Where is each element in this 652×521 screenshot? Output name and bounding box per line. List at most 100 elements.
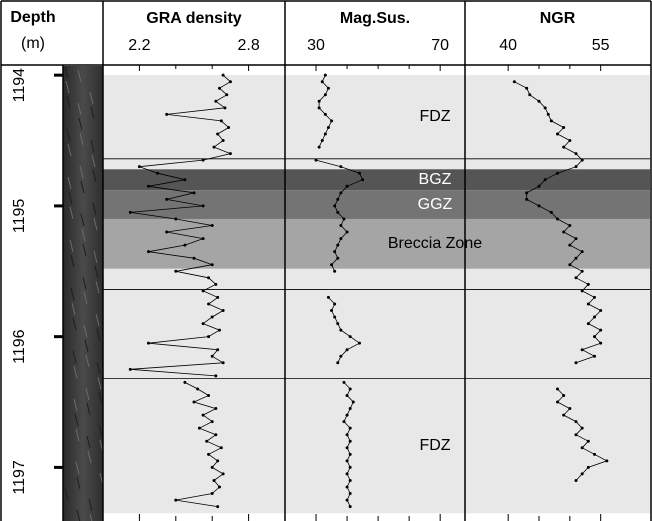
data-point xyxy=(333,302,337,306)
core-streak xyxy=(68,191,73,205)
data-point xyxy=(323,112,327,116)
data-point xyxy=(183,243,187,247)
data-point xyxy=(593,452,596,456)
data-point xyxy=(345,472,349,476)
data-point xyxy=(326,125,330,129)
data-point xyxy=(214,374,218,378)
data-point xyxy=(345,393,349,397)
data-point xyxy=(320,80,324,84)
data-point xyxy=(357,171,361,175)
data-point xyxy=(580,472,584,476)
x-tick-label: 70 xyxy=(431,37,449,54)
data-point xyxy=(549,210,553,214)
core-streak xyxy=(79,132,84,146)
depth-title: Depth xyxy=(10,9,55,26)
data-point xyxy=(207,335,211,339)
data-point xyxy=(345,433,349,437)
log-line xyxy=(315,75,364,507)
core-streak xyxy=(95,280,100,294)
data-point xyxy=(165,112,169,116)
zone xyxy=(103,218,650,269)
core-streak xyxy=(70,287,75,301)
data-point xyxy=(599,341,603,345)
data-point xyxy=(201,289,205,293)
data-point xyxy=(317,145,321,149)
core-streak xyxy=(69,206,74,220)
data-point xyxy=(605,459,609,463)
data-point xyxy=(339,224,343,228)
data-point xyxy=(336,197,340,201)
data-point xyxy=(345,498,349,502)
data-point xyxy=(525,86,529,90)
data-point xyxy=(568,243,572,247)
core-streak xyxy=(90,106,95,120)
data-point xyxy=(128,367,132,371)
core-streak xyxy=(64,65,69,79)
data-point xyxy=(351,400,355,404)
data-point xyxy=(574,165,578,169)
core-streak xyxy=(97,376,102,390)
data-point xyxy=(207,276,211,280)
data-point xyxy=(207,393,211,397)
data-point xyxy=(147,250,150,254)
data-point xyxy=(574,433,578,437)
data-point xyxy=(562,125,566,129)
data-point xyxy=(562,230,566,234)
data-point xyxy=(212,145,216,149)
core-streak xyxy=(82,276,87,290)
data-point xyxy=(314,158,318,162)
data-point xyxy=(219,446,223,450)
data-point xyxy=(201,158,205,162)
data-point xyxy=(574,420,578,424)
data-point xyxy=(348,478,352,482)
x-tick-label: 40 xyxy=(499,37,517,54)
data-point xyxy=(543,106,547,110)
data-point xyxy=(212,478,216,482)
data-point xyxy=(528,93,532,97)
data-point xyxy=(196,387,200,391)
data-point xyxy=(317,99,321,103)
data-point xyxy=(586,282,590,286)
core-streak xyxy=(64,487,69,501)
data-point xyxy=(330,119,334,123)
data-point xyxy=(546,112,550,116)
zone xyxy=(103,75,650,159)
core-streak xyxy=(85,387,90,401)
data-point xyxy=(586,322,590,326)
y-tick-label: 1197 xyxy=(11,460,28,495)
data-point xyxy=(348,387,352,391)
core-streak xyxy=(66,95,71,109)
data-point xyxy=(207,302,211,306)
data-point xyxy=(345,459,349,463)
data-point xyxy=(217,485,221,489)
data-point xyxy=(174,269,178,273)
core-streak xyxy=(76,476,81,490)
core-streak xyxy=(93,217,98,231)
x-tick-label: 55 xyxy=(592,37,610,54)
data-point xyxy=(339,328,343,332)
core-streak xyxy=(69,239,74,253)
data-point xyxy=(586,302,590,306)
data-point xyxy=(348,492,352,496)
data-point xyxy=(201,237,205,241)
track-title: NGR xyxy=(540,10,576,27)
y-tick-label: 1194 xyxy=(11,68,28,103)
data-point xyxy=(574,478,578,482)
core-streak xyxy=(84,339,89,353)
data-point xyxy=(345,485,349,489)
core-streak xyxy=(77,69,82,83)
core-streak xyxy=(87,450,92,464)
data-point xyxy=(537,204,541,208)
data-point xyxy=(348,439,352,443)
data-point xyxy=(593,335,596,339)
data-point xyxy=(568,263,572,267)
data-point xyxy=(201,413,205,417)
data-point xyxy=(342,217,346,221)
core-streak xyxy=(75,461,80,475)
data-point xyxy=(339,354,343,358)
data-point xyxy=(361,178,365,182)
zone-label: FDZ xyxy=(419,437,450,454)
data-point xyxy=(216,505,220,509)
data-point xyxy=(210,224,214,228)
